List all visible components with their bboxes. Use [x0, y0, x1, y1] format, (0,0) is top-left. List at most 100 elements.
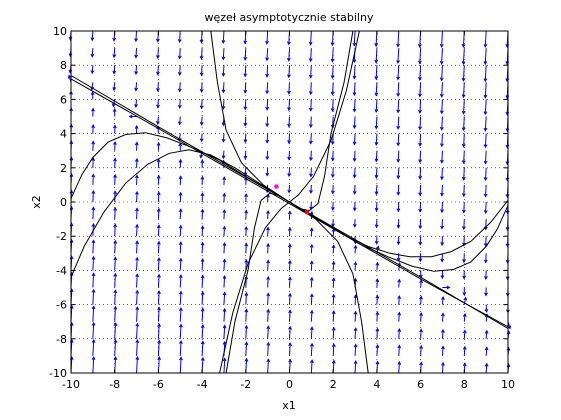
field-arrow-head [156, 38, 160, 43]
field-arrow-head [243, 139, 248, 144]
field-arrow [157, 65, 159, 75]
field-arrow [397, 30, 400, 47]
field-arrow-head [484, 292, 488, 297]
field-arrow-head [243, 56, 248, 61]
field-arrow [485, 219, 487, 230]
field-arrow-head [113, 256, 118, 261]
field-arrow-head [199, 72, 204, 77]
field-arrow [310, 116, 312, 128]
field-arrow [441, 167, 443, 180]
field-arrow [288, 65, 290, 78]
field-arrow [310, 30, 312, 45]
field-arrow [135, 48, 138, 58]
field-arrow-head [156, 104, 160, 109]
field-arrow-head [483, 210, 488, 215]
field-arrow-head [462, 362, 467, 367]
field-arrow [398, 361, 400, 374]
field-arrow [157, 274, 160, 288]
field-arrow-head [439, 93, 444, 98]
field-arrow [289, 293, 291, 305]
field-arrow [267, 260, 269, 271]
field-arrow [179, 82, 181, 92]
field-arrow-head [200, 241, 205, 246]
field-arrow-head [244, 242, 249, 247]
field-arrow-head [419, 328, 423, 333]
field-arrow [244, 116, 247, 126]
field-arrow-head [157, 257, 161, 262]
field-arrow [266, 65, 269, 77]
field-arrow-head [374, 191, 379, 196]
field-arrow-head [179, 356, 183, 361]
field-arrow [310, 360, 313, 374]
field-arrow [244, 150, 247, 159]
field-arrow-head [330, 108, 335, 113]
field-arrow [222, 99, 225, 109]
field-arrow-head [135, 174, 139, 179]
y-axis-label: x2 [30, 195, 43, 209]
field-arrow [462, 48, 465, 65]
field-arrow [354, 167, 356, 178]
y-tick-label: 0 [60, 196, 67, 209]
field-arrow-head [396, 43, 400, 48]
field-arrow [310, 310, 313, 322]
field-arrow-head [199, 39, 204, 44]
field-arrow [332, 294, 335, 305]
field-arrow [288, 116, 290, 127]
field-arrow [157, 258, 160, 271]
field-arrow-head [330, 141, 335, 146]
field-arrow [113, 65, 116, 74]
field-arrow [245, 292, 247, 305]
field-arrow [420, 329, 422, 339]
field-arrow [376, 328, 379, 339]
field-arrow [179, 340, 182, 356]
field-arrow [397, 133, 400, 146]
field-arrow-head [135, 306, 140, 311]
field-arrow-head [484, 329, 489, 334]
field-arrow [420, 345, 422, 356]
field-arrow [398, 296, 400, 305]
field-arrow-head [287, 210, 292, 215]
field-arrow-head [440, 143, 444, 148]
field-arrow-head [375, 278, 380, 283]
field-arrow [484, 48, 487, 65]
field-arrow [114, 207, 116, 220]
field-arrow [419, 65, 422, 80]
field-arrow-head [178, 191, 183, 196]
field-arrow-head [135, 322, 140, 327]
field-arrow [267, 293, 269, 305]
field-arrow [397, 116, 400, 129]
field-arrow-head [440, 159, 444, 164]
trajectory-bottom-left-steep [219, 201, 290, 374]
field-arrow-head [440, 192, 444, 197]
field-arrow [136, 323, 138, 339]
field-arrow [376, 312, 378, 322]
field-arrow-head [462, 209, 466, 214]
field-arrow [397, 82, 400, 96]
field-arrow-head [483, 44, 488, 49]
field-arrow-head [156, 141, 161, 146]
field-arrow [91, 30, 94, 41]
field-arrow-head [91, 189, 96, 194]
trajectory-bottom-right-steep [289, 201, 369, 374]
field-arrow-head [309, 190, 313, 195]
field-arrow-head [200, 356, 205, 361]
field-arrow-head [309, 309, 314, 314]
field-arrow-head [308, 91, 313, 96]
field-arrow-head [157, 240, 161, 245]
field-arrow-head [178, 208, 183, 213]
field-arrow [376, 345, 379, 356]
field-arrow [376, 279, 378, 288]
field-arrow [92, 356, 95, 374]
field-arrow-head [135, 339, 140, 344]
field-arrow-head [287, 189, 292, 194]
field-arrow-head [221, 138, 226, 143]
x-tick-label: 10 [501, 378, 515, 391]
field-arrow-head [135, 223, 139, 228]
field-arrow [289, 260, 291, 271]
field-arrow-head [113, 206, 118, 211]
field-arrow [484, 82, 487, 98]
field-arrow-head [483, 193, 488, 198]
field-arrow [353, 30, 356, 46]
field-arrow [310, 150, 312, 161]
field-arrow-head [199, 121, 204, 126]
